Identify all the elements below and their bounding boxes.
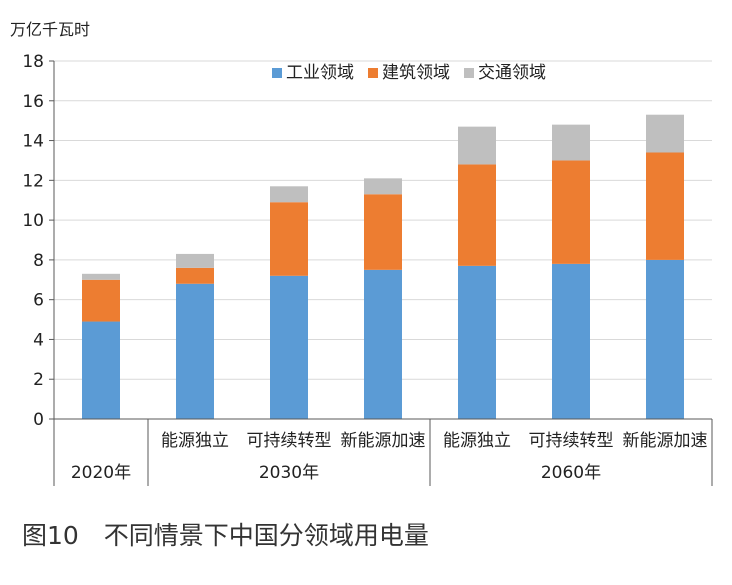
x-group-label: 2060年 [541, 463, 601, 483]
y-axis-unit-label: 万亿千瓦时 [10, 20, 91, 39]
legend-label: 工业领域 [286, 63, 354, 83]
bar-segment [552, 124, 590, 161]
bar-segment [646, 152, 684, 260]
legend-swatch [272, 68, 282, 78]
y-tick-label: 8 [33, 251, 44, 271]
y-tick-label: 14 [22, 132, 44, 152]
x-category-label: 可持续转型 [247, 431, 332, 451]
x-category-label: 可持续转型 [529, 431, 614, 451]
legend-label: 建筑领域 [382, 63, 450, 83]
legend-label: 交通领域 [478, 63, 546, 83]
bar-segment [176, 253, 214, 268]
y-tick-label: 16 [22, 92, 44, 112]
bar-segment [458, 164, 496, 266]
y-tick-label: 12 [22, 171, 44, 191]
bar-segment [82, 279, 120, 322]
x-category-label: 能源独立 [161, 431, 229, 451]
legend-swatch [368, 68, 378, 78]
x-group-label: 2030年 [259, 463, 319, 483]
bar-segment [552, 160, 590, 264]
bar-segment [646, 259, 684, 419]
bar-segment [364, 178, 402, 195]
bar-segment [82, 321, 120, 419]
bar-segment [458, 126, 496, 165]
x-category-label: 新能源加速 [623, 431, 708, 451]
y-tick-label: 4 [33, 330, 44, 350]
y-tick-label: 0 [33, 410, 44, 430]
figure-caption: 图10 不同情景下中国分领域用电量 [22, 521, 429, 550]
bar-segment [458, 265, 496, 419]
x-category-label: 新能源加速 [341, 431, 426, 451]
bar-segment [270, 202, 308, 276]
bar-segment [270, 275, 308, 419]
y-tick-label: 10 [22, 211, 44, 231]
bar-segment [646, 114, 684, 153]
bar-segment [364, 194, 402, 270]
bar-segment [176, 283, 214, 419]
x-category-label: 能源独立 [443, 431, 511, 451]
bar-segment [82, 273, 120, 280]
x-group-label: 2020年 [71, 463, 131, 483]
legend-swatch [464, 68, 474, 78]
y-tick-label: 2 [33, 370, 44, 390]
y-tick-label: 6 [33, 291, 44, 311]
bar-segment [364, 269, 402, 419]
bar-segment [270, 186, 308, 203]
bar-segment [176, 267, 214, 284]
y-tick-label: 18 [22, 52, 44, 72]
bar-segment [552, 263, 590, 419]
